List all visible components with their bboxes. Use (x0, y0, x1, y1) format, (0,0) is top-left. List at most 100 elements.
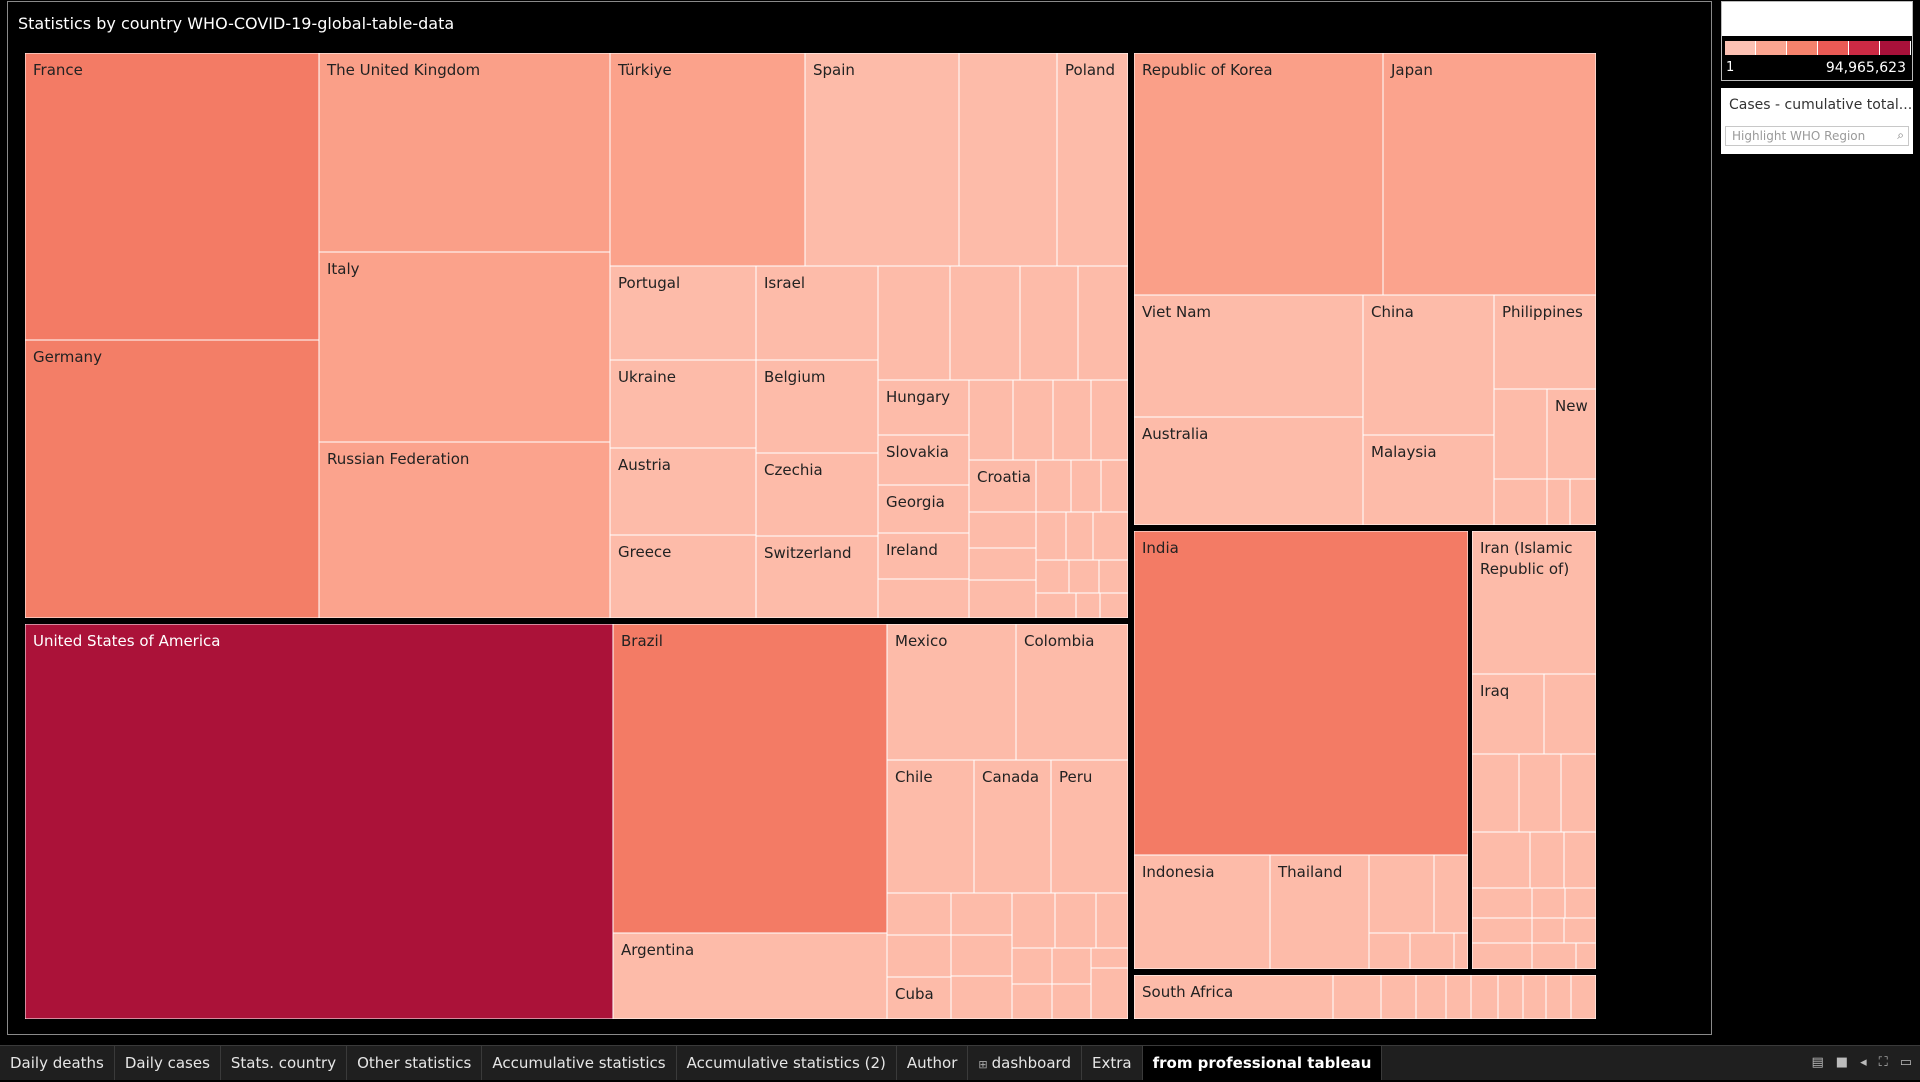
treemap-cell-cuba[interactable]: Cuba (886, 976, 952, 1020)
treemap-cell-italy[interactable]: Italy (318, 251, 611, 443)
treemap-cell-minor[interactable] (1332, 974, 1382, 1020)
fullscreen-icon[interactable]: ⛶ (1878, 1055, 1888, 1070)
treemap-rect[interactable] (609, 447, 757, 536)
treemap-cell-minor[interactable] (1569, 478, 1597, 526)
treemap-cell-republic-of-korea[interactable]: Republic of Korea (1133, 52, 1384, 296)
treemap-rect[interactable] (886, 623, 1017, 761)
layout-icon[interactable]: ▤ (1811, 1055, 1824, 1070)
treemap-cell-minor[interactable] (1409, 932, 1455, 970)
treemap-rect[interactable] (877, 532, 970, 580)
tab-stats-country[interactable]: Stats. country (221, 1046, 348, 1080)
treemap-cell-minor[interactable] (1090, 967, 1129, 1020)
treemap-cell-minor[interactable] (1493, 478, 1548, 526)
treemap-rect[interactable] (1133, 52, 1384, 296)
square-icon[interactable]: ■ (1835, 1055, 1849, 1070)
treemap-rect[interactable] (1133, 854, 1271, 970)
treemap-cell-canada[interactable]: Canada (973, 759, 1052, 894)
treemap-cell-peru[interactable]: Peru (1050, 759, 1129, 894)
treemap-cell-minor[interactable] (1471, 942, 1533, 970)
present-icon[interactable]: ▭ (1899, 1055, 1912, 1070)
treemap-rect[interactable] (968, 459, 1037, 513)
treemap-cell-minor[interactable] (886, 934, 952, 978)
treemap-cell-australia[interactable]: Australia (1133, 416, 1364, 526)
tab-daily-cases[interactable]: Daily cases (115, 1046, 221, 1080)
treemap-cell-the-united-kingdom[interactable]: The United Kingdom (318, 52, 611, 253)
treemap-cell-minor[interactable] (1470, 974, 1499, 1020)
tab-from-professional-tableau[interactable]: from professional tableau (1142, 1046, 1383, 1080)
filter-title[interactable]: Cases - cumulative total... (1729, 97, 1913, 113)
treemap-cell-minor[interactable] (1090, 947, 1129, 969)
treemap-rect[interactable] (609, 534, 757, 619)
treemap-cell-minor[interactable] (950, 975, 1013, 1020)
treemap-rect[interactable] (318, 441, 611, 619)
treemap-cell-minor[interactable] (1092, 511, 1129, 561)
treemap-cell-minor[interactable] (1415, 974, 1447, 1020)
treemap-rect[interactable] (1133, 530, 1469, 856)
treemap-cell-minor[interactable] (1068, 559, 1100, 594)
treemap-rect[interactable] (1015, 623, 1129, 761)
treemap-cell-minor[interactable] (1070, 459, 1102, 513)
treemap-cell-new[interactable]: New (1546, 388, 1597, 480)
treemap-rect[interactable] (24, 339, 320, 619)
treemap-rect[interactable] (1362, 294, 1495, 436)
treemap-cell-minor[interactable] (1531, 887, 1566, 919)
tab-extra[interactable]: Extra (1082, 1046, 1143, 1080)
treemap-cell-minor[interactable] (1518, 753, 1562, 833)
treemap-cell-minor[interactable] (1445, 974, 1472, 1020)
treemap-cell-china[interactable]: China (1362, 294, 1495, 436)
treemap-cell-minor[interactable] (1100, 459, 1129, 513)
treemap-rect[interactable] (886, 759, 975, 894)
treemap-rect[interactable] (1471, 530, 1597, 675)
treemap-rect[interactable] (609, 359, 757, 449)
highlight-input[interactable] (1732, 129, 1882, 143)
treemap-rect[interactable] (755, 359, 879, 454)
treemap-cell-iraq[interactable]: Iraq (1471, 673, 1545, 755)
treemap-cell-minor[interactable] (1570, 974, 1597, 1020)
treemap-cell-iran-islamic-republic-of[interactable]: Iran (Islamic Republic of) (1471, 530, 1597, 675)
treemap-cell-croatia[interactable]: Croatia (968, 459, 1037, 513)
treemap-cell-minor[interactable] (1368, 854, 1435, 934)
treemap-rect[interactable] (1493, 294, 1597, 390)
treemap-cell-spain[interactable]: Spain (804, 52, 960, 267)
highlight-who-region[interactable]: ⌕ (1725, 126, 1909, 146)
treemap-chart[interactable]: France Germany The United Kingdom Italy Russ… (8, 2, 1711, 1034)
treemap-cell-hungary[interactable]: Hungary (877, 379, 970, 436)
treemap-cell-minor[interactable] (1564, 887, 1597, 919)
treemap-cell-mexico[interactable]: Mexico (886, 623, 1017, 761)
tab-accumulative-statistics-2[interactable]: Accumulative statistics (2) (677, 1046, 897, 1080)
tab-accumulative-statistics[interactable]: Accumulative statistics (482, 1046, 677, 1080)
treemap-cell-minor[interactable] (1368, 932, 1411, 970)
treemap-cell-minor[interactable] (1035, 559, 1070, 594)
treemap-cell-minor[interactable] (1493, 388, 1548, 480)
chevron-left-icon[interactable]: ◂ (1860, 1055, 1867, 1070)
treemap-cell-minor[interactable] (1011, 892, 1056, 949)
treemap-cell-minor[interactable] (1011, 983, 1053, 1020)
treemap-rect[interactable] (877, 484, 970, 534)
treemap-cell-brazil[interactable]: Brazil (612, 623, 888, 934)
treemap-cell-austria[interactable]: Austria (609, 447, 757, 536)
treemap-cell-czechia[interactable]: Czechia (755, 452, 879, 537)
treemap-rect[interactable] (1133, 294, 1364, 418)
treemap-cell-minor[interactable] (968, 547, 1037, 581)
treemap-cell-germany[interactable]: Germany (24, 339, 320, 619)
treemap-cell-minor[interactable] (1471, 831, 1531, 889)
treemap-cell-minor[interactable] (1011, 947, 1053, 985)
treemap-cell-minor[interactable] (1065, 511, 1094, 561)
treemap-rect[interactable] (755, 265, 879, 361)
treemap-cell-minor[interactable] (1546, 478, 1571, 526)
treemap-cell-minor[interactable] (1019, 265, 1079, 381)
treemap-cell-minor[interactable] (950, 934, 1013, 977)
treemap-cell-minor[interactable] (968, 511, 1037, 549)
treemap-cell-ukraine[interactable]: Ukraine (609, 359, 757, 449)
treemap-cell-minor[interactable] (886, 892, 952, 936)
treemap-cell-indonesia[interactable]: Indonesia (1133, 854, 1271, 970)
treemap-rect[interactable] (1362, 434, 1495, 526)
treemap-cell-t-rkiye[interactable]: Türkiye (609, 52, 806, 267)
treemap-cell-minor[interactable] (1471, 887, 1533, 919)
treemap-cell-minor[interactable] (1051, 983, 1092, 1020)
treemap-cell-minor[interactable] (958, 52, 1058, 267)
treemap-cell-minor[interactable] (877, 578, 970, 619)
treemap-cell-minor[interactable] (949, 265, 1021, 381)
treemap-cell-viet-nam[interactable]: Viet Nam (1133, 294, 1364, 418)
treemap-cell-minor[interactable] (1099, 592, 1129, 619)
